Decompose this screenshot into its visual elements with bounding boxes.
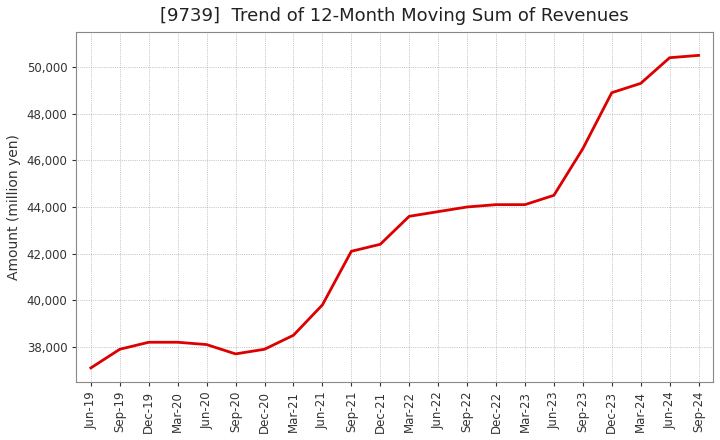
Y-axis label: Amount (million yen): Amount (million yen) <box>7 134 21 280</box>
Title: [9739]  Trend of 12-Month Moving Sum of Revenues: [9739] Trend of 12-Month Moving Sum of R… <box>161 7 629 25</box>
